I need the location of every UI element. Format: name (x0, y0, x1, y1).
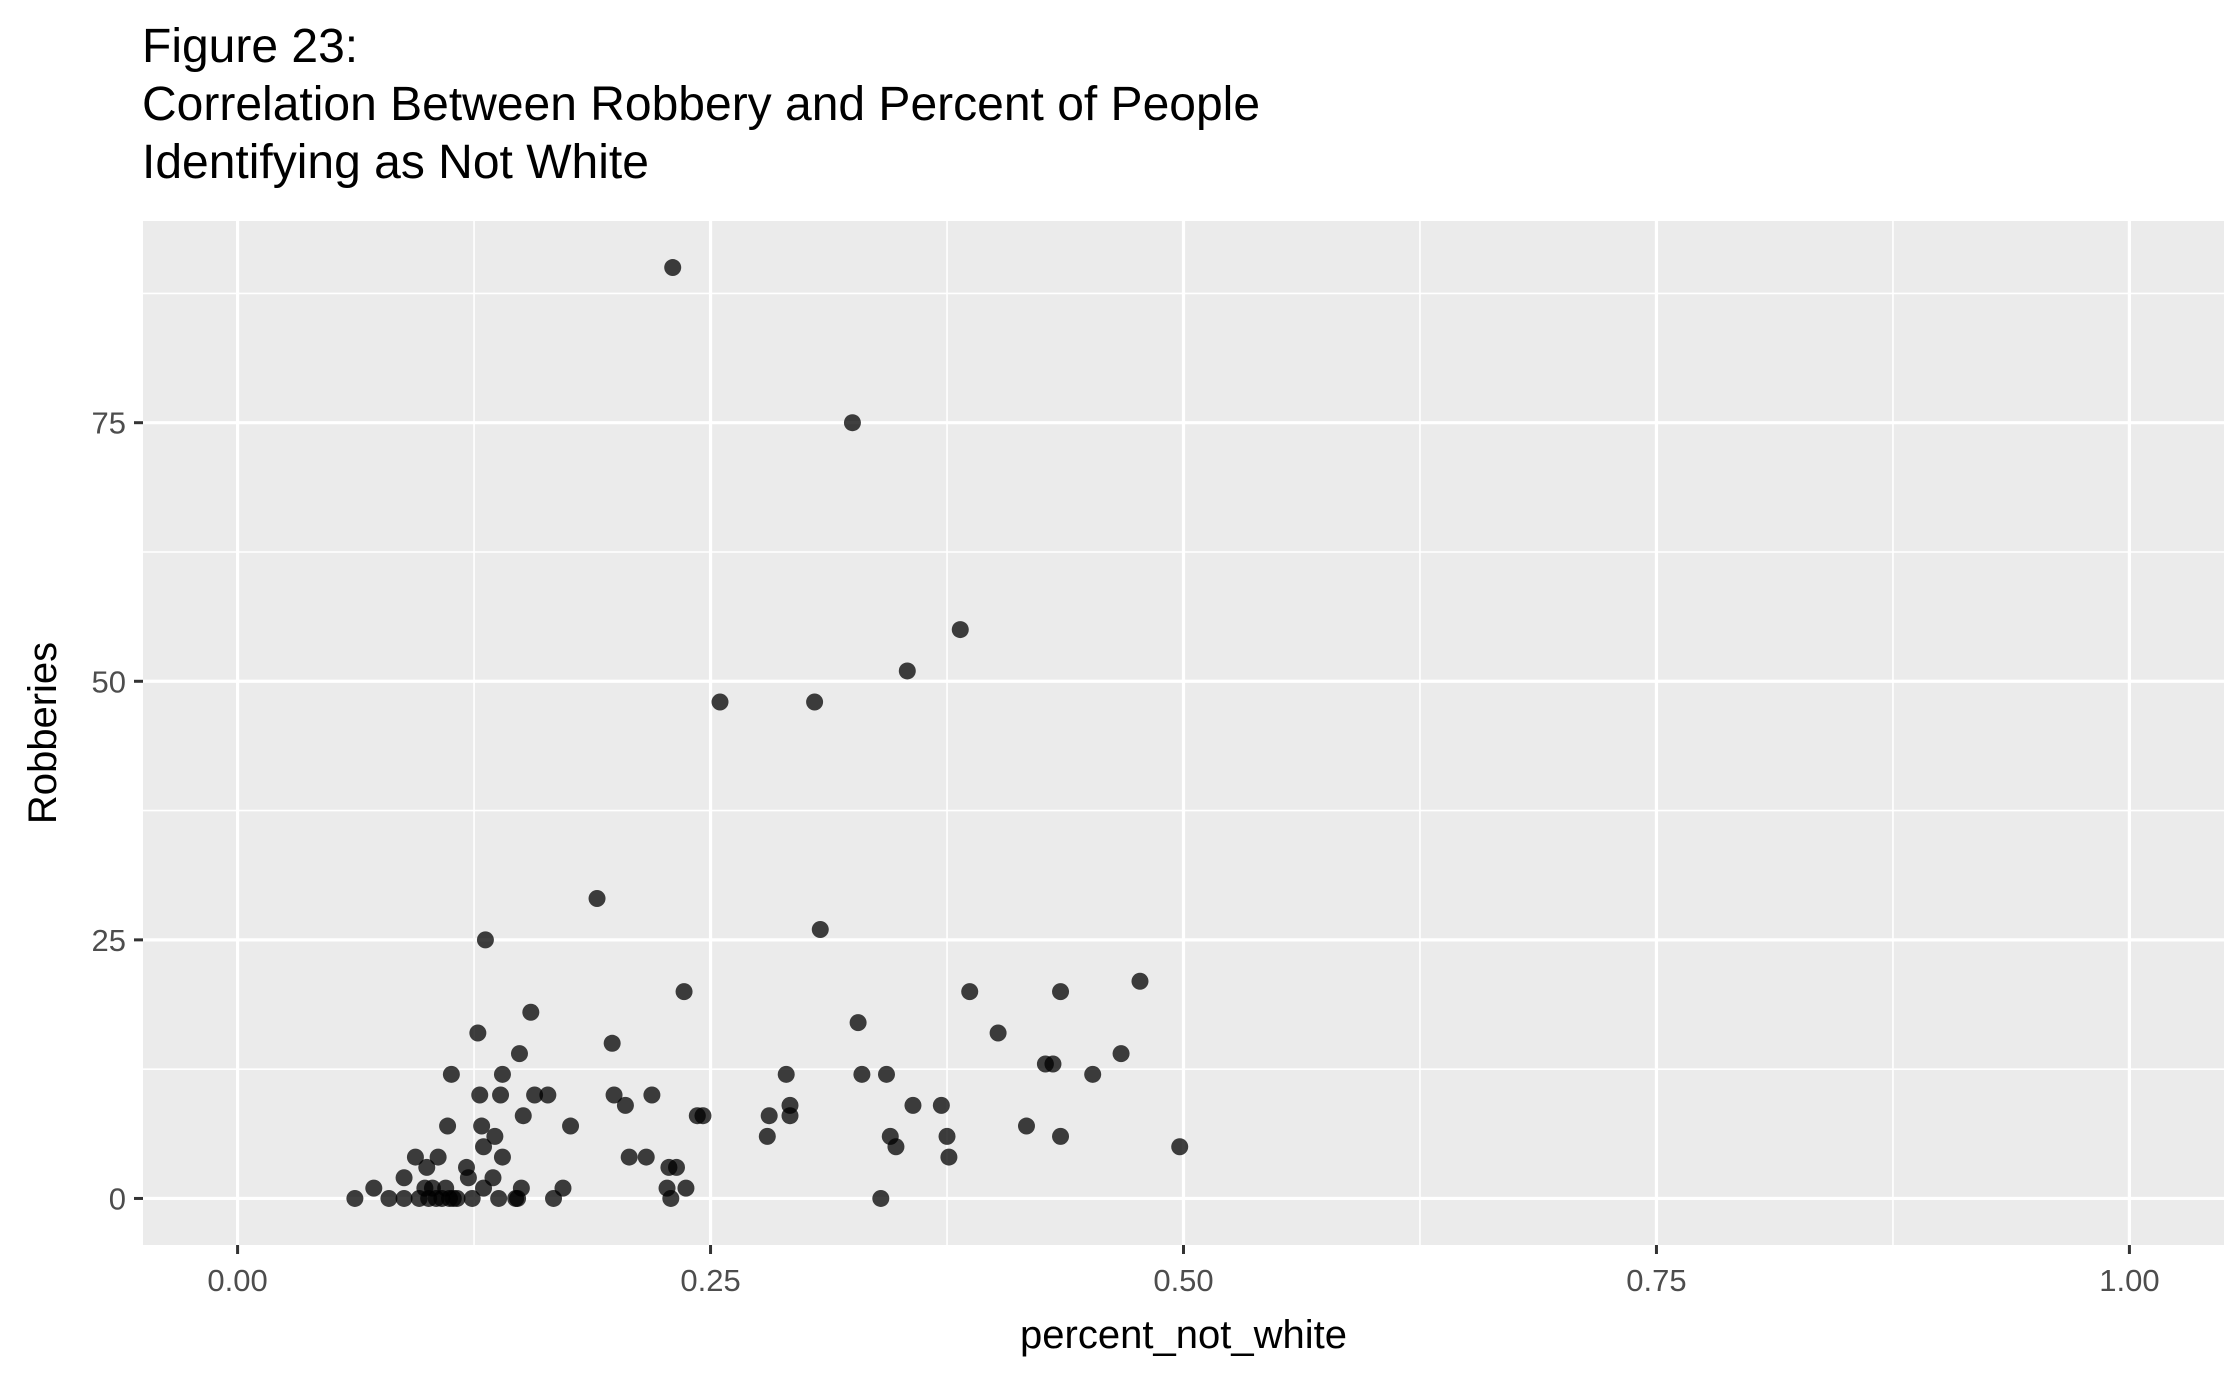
scatter-point (877, 1065, 895, 1083)
scatter-point (514, 1107, 532, 1125)
x-tick-label: 1.00 (2099, 1263, 2159, 1298)
x-tick-label: 0.00 (207, 1263, 267, 1298)
scatter-point (486, 1127, 504, 1145)
scatter-point (429, 1148, 447, 1166)
scatter-point (406, 1148, 424, 1166)
y-axis-title: Robberies (21, 642, 65, 824)
y-axis: 0 25 50 75 (92, 406, 143, 1216)
scatter-point (620, 1148, 638, 1166)
scatter-point (469, 1024, 487, 1042)
scatter-point (490, 1189, 508, 1207)
scatter-point (1052, 1127, 1070, 1145)
scatter-point (806, 693, 824, 711)
scatter-point (662, 1189, 680, 1207)
scatter-point (395, 1169, 413, 1187)
scatter-point (512, 1179, 530, 1197)
scatter-point (777, 1065, 795, 1083)
scatter-point (1084, 1065, 1102, 1083)
scatter-point (522, 1003, 540, 1021)
scatter-point (605, 1086, 623, 1104)
scatter-point (811, 921, 829, 939)
scatter-point (492, 1086, 510, 1104)
scatter-point (938, 1127, 956, 1145)
scatter-point (526, 1086, 544, 1104)
scatter-point (694, 1107, 712, 1125)
scatter-point (463, 1189, 481, 1207)
scatter-point (539, 1086, 557, 1104)
scatter-point (1017, 1117, 1035, 1135)
scatter-point (989, 1024, 1007, 1042)
scatter-point (1171, 1138, 1189, 1156)
scatter-point (475, 1138, 493, 1156)
scatter-point (471, 1086, 489, 1104)
chart-title-line-1: Figure 23: (142, 20, 359, 73)
y-tick-label: 0 (109, 1181, 126, 1216)
scatter-point (849, 1014, 867, 1032)
scatter-point (1044, 1055, 1062, 1073)
scatter-point (484, 1169, 502, 1187)
scatter-point (667, 1158, 685, 1176)
scatter-point (643, 1086, 661, 1104)
scatter-point (616, 1096, 634, 1114)
scatter-point (442, 1065, 460, 1083)
scatter-point (853, 1065, 871, 1083)
scatter-point (1131, 972, 1149, 990)
scatter-point (1112, 1045, 1130, 1063)
scatter-point (588, 889, 606, 907)
scatter-point (760, 1107, 778, 1125)
scatter-point (872, 1189, 890, 1207)
scatter-point (493, 1065, 511, 1083)
scatter-point (473, 1117, 491, 1135)
x-tick-label: 0.50 (1153, 1263, 1213, 1298)
scatter-point (603, 1034, 621, 1052)
scatter-point (961, 983, 979, 1001)
scatter-point (380, 1189, 398, 1207)
x-tick-label: 0.75 (1626, 1263, 1686, 1298)
scatter-point (677, 1179, 695, 1197)
scatter-point (637, 1148, 655, 1166)
x-axis-title: percent_not_white (1020, 1313, 1347, 1357)
data-points (346, 259, 1189, 1207)
scatter-point (843, 414, 861, 432)
x-axis: 0.00 0.25 0.50 0.75 1.00 (207, 1245, 2160, 1298)
scatter-point (932, 1096, 950, 1114)
scatter-point (418, 1158, 436, 1176)
scatter-point (554, 1179, 572, 1197)
scatter-point (510, 1045, 528, 1063)
scatter-point (1052, 983, 1070, 1001)
scatter-point (711, 693, 729, 711)
scatter-point (898, 662, 916, 680)
scatter-point (675, 983, 693, 1001)
scatter-point (887, 1138, 905, 1156)
y-tick-label: 50 (92, 664, 126, 699)
y-tick-label: 75 (92, 406, 126, 441)
scatter-point (758, 1127, 776, 1145)
scatter-point (904, 1096, 922, 1114)
scatter-point (395, 1189, 413, 1207)
scatter-point (781, 1107, 799, 1125)
scatter-point (562, 1117, 580, 1135)
scatter-point (346, 1189, 364, 1207)
chart-title: Figure 23: Correlation Between Robbery a… (142, 18, 1260, 192)
x-tick-label: 0.25 (680, 1263, 740, 1298)
chart-title-line-2: Correlation Between Robbery and Percent … (142, 78, 1261, 131)
scatter-point (476, 931, 494, 949)
scatter-point (664, 259, 682, 277)
scatter-point (951, 621, 969, 639)
chart-title-line-3: Identifying as Not White (142, 136, 649, 189)
scatter-point (439, 1117, 457, 1135)
y-tick-label: 25 (92, 923, 126, 958)
scatter-point (448, 1189, 466, 1207)
scatter-point (365, 1179, 383, 1197)
scatter-point (493, 1148, 511, 1166)
scatter-point (940, 1148, 958, 1166)
scatter-point (459, 1169, 477, 1187)
